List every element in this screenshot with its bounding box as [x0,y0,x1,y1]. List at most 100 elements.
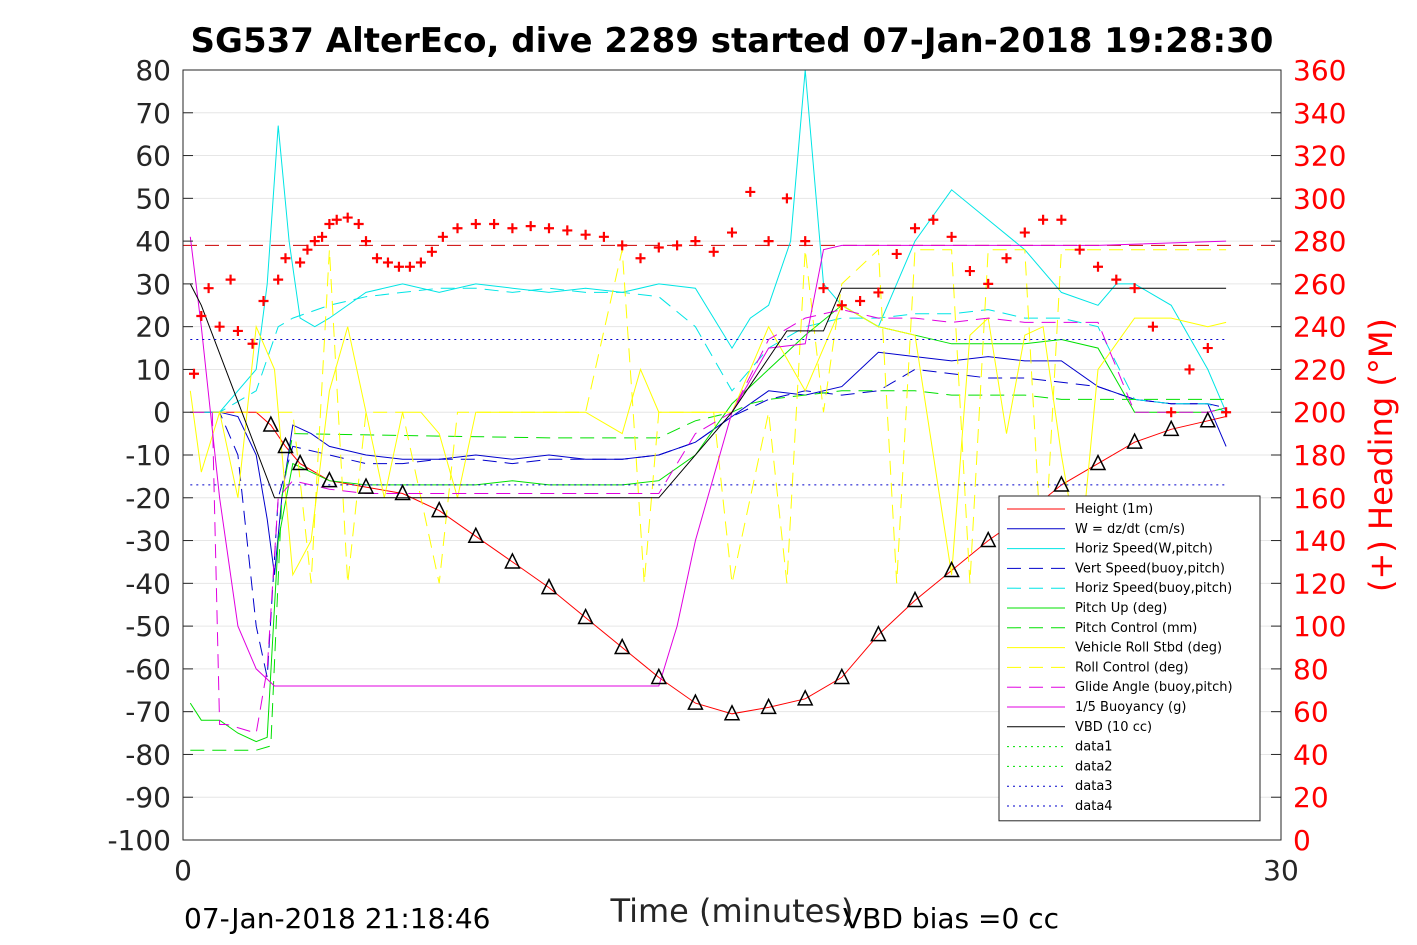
heading-point [928,214,939,225]
heading-point [361,236,371,247]
right-tick-label: 200 [1293,396,1346,429]
heading-point [426,246,437,257]
left-tick-label: -40 [125,567,171,600]
heading-point [544,223,554,234]
heading-point [452,223,463,234]
heading-point [258,296,269,306]
heading-point [280,253,291,264]
heading-point [415,257,426,268]
heading-point [708,246,719,257]
heading-point [873,287,884,298]
series-line-9 [190,309,1227,734]
right-tick-label: 20 [1293,781,1329,814]
series-line-2 [190,69,1227,413]
left-axis: 80 70 60 50 40 30 20 10 0 -10 -20 -30 -40 -50 -60 -70 -8… [107,54,193,857]
height-marker [321,470,338,488]
right-tick-label: 140 [1293,525,1346,558]
legend-label: data2 [1075,759,1113,774]
heading-point [437,231,448,242]
height-marker [906,590,924,608]
right-tick-label: 260 [1293,268,1346,301]
legend-label: Pitch Up (deg) [1075,601,1167,616]
heading-point [617,240,628,251]
heading-point [1093,261,1103,272]
series-line-11 [189,283,1227,499]
left-tick-label: 80 [135,54,171,87]
heading-point [489,219,500,229]
heading-point [1221,407,1232,418]
height-marker [760,697,777,715]
plot-area [183,69,1281,751]
right-tick-label: 0 [1293,824,1311,857]
heading-point [598,231,609,242]
footer-timestamp: 07-Jan-2018 21:18:46 [184,902,490,935]
left-tick-label: -60 [125,653,171,686]
heading-point [727,227,737,238]
heading-point [331,214,342,225]
heading-point [1184,364,1195,375]
height-marker [394,483,411,501]
chart-title: SG537 AlterEco, dive 2289 started 07-Jan… [191,21,1274,61]
legend: Height (1m) W = dz/dt (cm/s) Horiz Speed(W… [998,495,1261,822]
left-tick-label: -50 [125,610,171,643]
heading-point [653,242,664,253]
heading-point [964,266,975,277]
heading-point [371,253,382,264]
series-line-6 [190,390,1227,751]
heading-point [818,283,829,294]
left-tick-label: 10 [135,353,171,386]
height-marker [613,637,631,655]
heading-point [983,278,994,289]
heading-point [247,338,258,349]
legend-label: data3 [1075,779,1113,794]
right-tick-label: 60 [1293,696,1329,729]
heading-point [232,325,243,336]
height-marker [687,693,704,710]
legend-label: Horiz Speed(buoy,pitch) [1075,581,1232,596]
heading-point [763,236,774,247]
heading-point [1074,244,1085,255]
legend-label: Pitch Control (mm) [1075,621,1197,636]
legend-label: VBD (10 cc) [1075,720,1152,735]
series-line-5 [189,304,1227,743]
height-marker [1126,432,1143,449]
right-tick-label: 80 [1293,653,1329,686]
height-marker [277,436,294,454]
height-marker [262,415,280,432]
height-marker [979,530,997,548]
heading-point [1202,343,1213,354]
right-tick-label: 120 [1293,567,1346,600]
heading-point [946,231,957,242]
heading-point [324,219,335,229]
heading-point [1056,214,1067,225]
left-tick-label: -10 [125,439,171,472]
heading-point [393,261,404,272]
series-line-3 [190,368,1227,678]
legend-label: Roll Control (deg) [1075,660,1189,675]
legend-label: Height (1m) [1075,502,1153,517]
x-tick-label: 30 [1263,854,1299,887]
heading-point [1001,253,1012,264]
right-axis: 3603403203002802602402202001801601401201… [1271,54,1346,857]
heading-point [1129,283,1140,294]
right-axis-label: (+) Heading (°M) [1362,318,1400,592]
legend-box [998,495,1261,822]
right-tick-label: 320 [1293,140,1346,173]
left-tick-label: 0 [153,396,171,429]
x-tick-label: 0 [174,854,192,887]
heading-point [800,236,811,247]
left-tick-label: -20 [125,482,171,515]
legend-label: data4 [1075,799,1113,814]
heading-point [203,283,214,294]
height-marker [650,667,668,685]
height-marker [577,607,594,625]
height-marker [1053,475,1070,492]
heading-point [196,310,207,321]
heading-point [836,300,847,311]
series-line-10 [189,236,1227,687]
heading-point [353,219,364,229]
heading-point [672,240,683,251]
heading-point [507,223,518,234]
series-line-8 [190,248,1227,584]
